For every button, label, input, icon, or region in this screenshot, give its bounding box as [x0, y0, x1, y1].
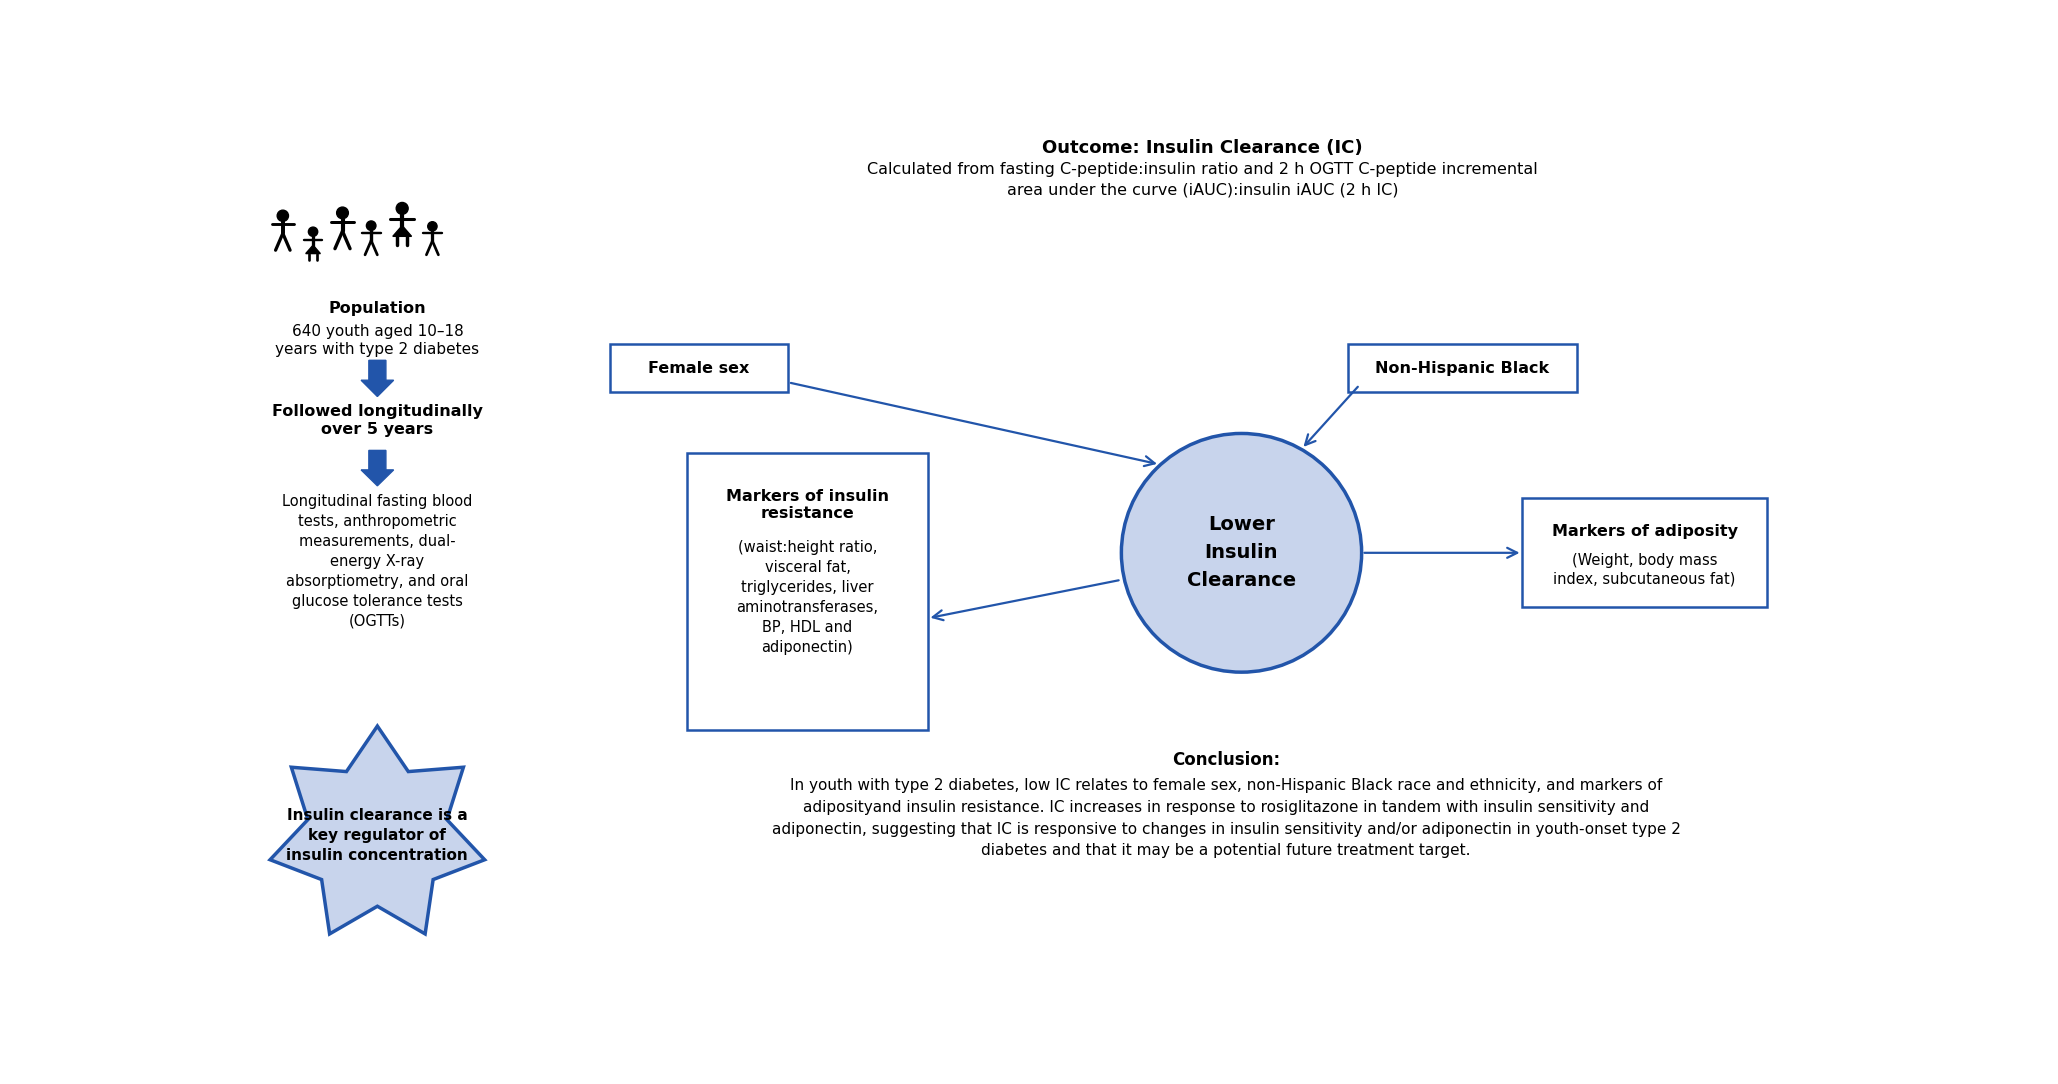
Circle shape	[338, 207, 348, 219]
Polygon shape	[270, 726, 486, 934]
Polygon shape	[360, 360, 393, 397]
Text: Markers of adiposity: Markers of adiposity	[1552, 524, 1737, 539]
FancyBboxPatch shape	[1348, 344, 1576, 392]
Circle shape	[366, 221, 377, 231]
Circle shape	[309, 228, 317, 236]
Text: Lower
Insulin
Clearance: Lower Insulin Clearance	[1187, 515, 1297, 591]
Text: Followed longitudinally
over 5 years: Followed longitudinally over 5 years	[272, 404, 484, 437]
Text: Longitudinal fasting blood
tests, anthropometric
measurements, dual-
energy X-ra: Longitudinal fasting blood tests, anthro…	[282, 493, 473, 629]
Text: Conclusion:: Conclusion:	[1171, 751, 1280, 769]
Text: Markers of insulin
resistance: Markers of insulin resistance	[726, 489, 889, 521]
Text: Population: Population	[329, 301, 426, 317]
Text: Female sex: Female sex	[648, 361, 749, 375]
Text: Insulin clearance is a
key regulator of
insulin concentration: Insulin clearance is a key regulator of …	[286, 808, 469, 863]
Circle shape	[428, 222, 436, 231]
Text: In youth with type 2 diabetes, low IC relates to female sex, non-Hispanic Black : In youth with type 2 diabetes, low IC re…	[772, 778, 1681, 859]
Circle shape	[278, 210, 288, 221]
Text: (Weight, body mass
index, subcutaneous fat): (Weight, body mass index, subcutaneous f…	[1554, 553, 1735, 586]
Circle shape	[1122, 434, 1362, 672]
Polygon shape	[393, 227, 412, 236]
Text: 640 youth aged 10–18
years with type 2 diabetes: 640 youth aged 10–18 years with type 2 d…	[276, 324, 480, 357]
Polygon shape	[307, 246, 321, 254]
Polygon shape	[360, 450, 393, 486]
Circle shape	[397, 203, 407, 215]
Text: Outcome: Insulin Clearance (IC): Outcome: Insulin Clearance (IC)	[1043, 140, 1362, 157]
Text: (waist:height ratio,
visceral fat,
triglycerides, liver
aminotransferases,
BP, H: (waist:height ratio, visceral fat, trigl…	[737, 540, 879, 655]
FancyBboxPatch shape	[1523, 499, 1766, 607]
Text: Calculated from fasting C-peptide:insulin ratio and 2 h OGTT C-peptide increment: Calculated from fasting C-peptide:insuli…	[866, 163, 1537, 197]
Text: Non-Hispanic Black: Non-Hispanic Black	[1375, 361, 1550, 375]
FancyBboxPatch shape	[687, 453, 928, 730]
FancyBboxPatch shape	[609, 344, 788, 392]
